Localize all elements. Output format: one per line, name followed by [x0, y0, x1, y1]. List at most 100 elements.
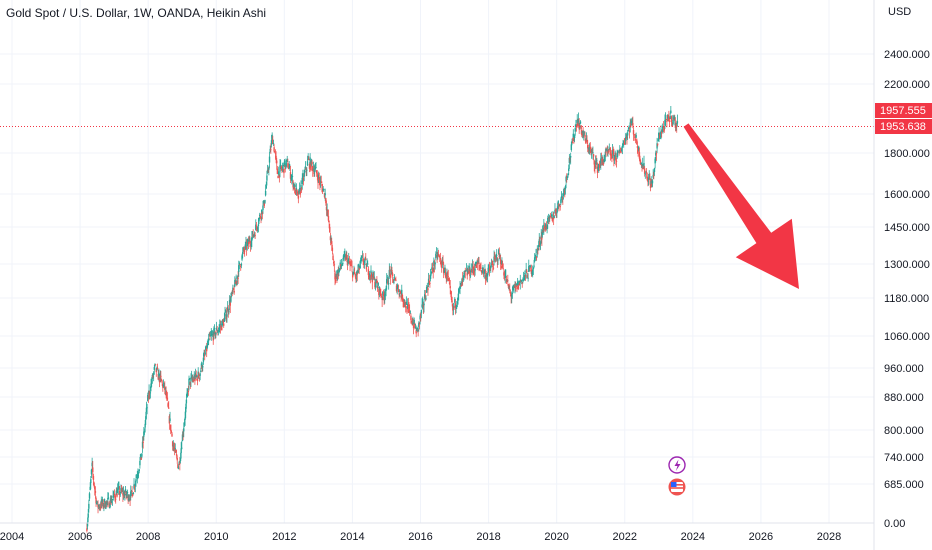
candle-body [162, 384, 164, 388]
candle-body [590, 150, 592, 152]
candle-body [356, 273, 358, 275]
candle-body [399, 291, 402, 294]
candle-body [488, 267, 490, 269]
candle-body [446, 273, 449, 276]
price-axis[interactable]: 2400.000 2200.000 1800.000 1600.000 1450.000… [884, 49, 930, 530]
candle-body [483, 271, 485, 273]
candle-body [568, 168, 570, 172]
candle-body [416, 328, 418, 331]
candle-body [327, 216, 330, 221]
event-icons[interactable] [668, 456, 686, 496]
candle-body [598, 165, 600, 167]
candle-body [283, 160, 286, 167]
candle-body [185, 399, 188, 404]
candle-body [456, 301, 459, 304]
candle-body [584, 135, 586, 138]
candle-body [332, 261, 335, 264]
candle-body [637, 150, 639, 153]
candle-body [450, 291, 452, 294]
candle-body [576, 119, 578, 124]
candle-body [658, 132, 660, 136]
candle-body [172, 445, 175, 447]
candle-body [577, 118, 580, 123]
candle-body [186, 392, 188, 396]
candle-body [568, 157, 571, 164]
candle-body [243, 249, 245, 251]
candle-body [523, 275, 525, 278]
candle-body [460, 284, 463, 287]
candle-body [513, 286, 516, 288]
candle-body [586, 139, 588, 142]
candle-body [624, 137, 627, 141]
candle-body [567, 173, 569, 176]
candle-body [339, 262, 341, 266]
candle-body [121, 490, 123, 492]
candle-body [378, 289, 380, 296]
candle-body [537, 244, 540, 247]
candle-body [435, 253, 437, 259]
price-tag [875, 103, 932, 118]
price-axis-panel[interactable] [874, 0, 932, 550]
candle-body [630, 121, 633, 124]
candle-body [182, 434, 184, 436]
candle-body [217, 331, 219, 333]
candle-body [213, 328, 216, 330]
candle-body [226, 306, 229, 311]
candle-body [187, 390, 190, 392]
candle-body [479, 266, 482, 268]
candle-body [605, 148, 608, 151]
candle-body [451, 300, 453, 302]
candle-body [433, 260, 435, 266]
candle-body [96, 503, 98, 505]
candle-body [232, 288, 235, 290]
candle-body [598, 165, 601, 167]
candle-body [211, 334, 214, 336]
us-flag-icon[interactable] [668, 478, 686, 496]
candle-body [315, 170, 318, 174]
candle-body [171, 433, 173, 437]
candle-body [202, 365, 204, 368]
candle-body [657, 138, 660, 142]
candle-body [310, 163, 312, 171]
candle-body [141, 441, 144, 448]
candle-body [631, 120, 633, 122]
candle-body [453, 306, 455, 308]
candle-body [530, 265, 532, 268]
candle-body [156, 367, 159, 369]
candle-body [141, 453, 143, 457]
candle-body [184, 417, 186, 420]
candle-body [196, 376, 198, 378]
candle-body [609, 152, 612, 156]
candle-body [634, 139, 637, 141]
candle-body [183, 428, 185, 432]
candle-body [165, 391, 167, 396]
candle-body [87, 513, 89, 518]
lightning-icon[interactable] [668, 456, 686, 474]
candle-body [486, 277, 488, 280]
candle-body [276, 160, 278, 164]
candle-body [401, 289, 403, 294]
candle-body [575, 124, 577, 127]
candle-body [439, 258, 442, 260]
x-tick-label: 2022 [613, 531, 637, 543]
candle-body [639, 158, 641, 160]
candle-body [135, 479, 137, 482]
candle-body [583, 134, 585, 136]
candle-body [362, 258, 364, 262]
y-tick-label: 800.000 [884, 425, 924, 437]
candle-body [501, 260, 503, 265]
candle-body [402, 300, 404, 302]
candle-body [589, 147, 592, 149]
candle-body [218, 327, 220, 330]
candle-body [353, 269, 355, 271]
time-axis[interactable]: 2004 2006 2008 2010 2012 2014 2016 2018 2020 2022… [0, 531, 841, 543]
candle-body [436, 254, 438, 258]
candle-body [330, 238, 332, 240]
candle-body [340, 265, 343, 267]
candle-body [458, 288, 461, 290]
candle-body [656, 143, 658, 149]
candle-body [324, 193, 326, 196]
candle-body [621, 149, 623, 151]
